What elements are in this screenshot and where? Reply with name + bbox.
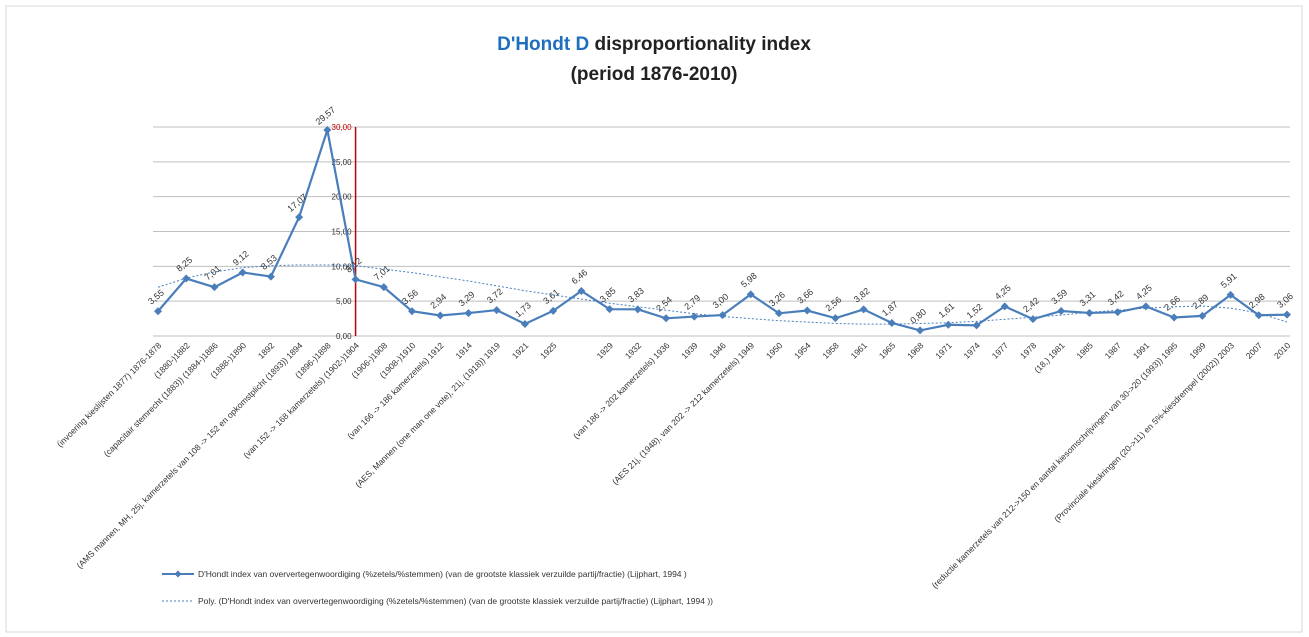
legend-marker <box>174 570 182 578</box>
marker <box>154 307 162 316</box>
marker <box>323 125 332 134</box>
marker <box>436 311 445 320</box>
marker <box>690 312 699 321</box>
marker <box>520 319 529 328</box>
marker <box>492 306 501 315</box>
marker <box>1198 311 1207 320</box>
marker <box>577 286 586 295</box>
marker <box>887 318 896 327</box>
marker <box>266 272 275 281</box>
title-main: disproportionality index <box>594 34 811 55</box>
marker <box>351 275 360 284</box>
marker <box>972 321 981 330</box>
marker <box>238 268 247 277</box>
marker <box>831 314 840 323</box>
marker <box>746 290 755 299</box>
chart-subtitle: (period 1876-2010) <box>571 64 738 85</box>
marker <box>774 309 783 318</box>
chart-title: D'Hondt D disproportionality index <box>497 34 811 55</box>
y-tick-label: 0,00 <box>336 332 352 341</box>
marker <box>605 305 614 314</box>
y-tick-label: 5,00 <box>336 297 352 306</box>
marker <box>464 309 473 318</box>
marker <box>379 283 388 292</box>
marker <box>408 307 417 316</box>
marker <box>1226 290 1235 299</box>
marker <box>944 320 953 329</box>
marker <box>1028 315 1037 324</box>
chart-frame <box>5 5 1303 633</box>
marker <box>662 314 671 323</box>
marker <box>1254 311 1263 320</box>
marker <box>1283 310 1291 319</box>
marker <box>633 305 642 314</box>
marker <box>1000 302 1009 311</box>
y-tick-label: 15,00 <box>332 228 353 237</box>
marker <box>916 326 925 335</box>
marker <box>1085 308 1094 317</box>
marker <box>295 213 304 222</box>
marker <box>549 306 558 315</box>
y-tick-label: 25,00 <box>332 158 353 167</box>
marker <box>859 305 868 314</box>
legend-label: D'Hondt index van oververtegenwoordiging… <box>198 569 687 579</box>
y-tick-label: 30,00 <box>332 123 353 132</box>
y-tick-label: 10,00 <box>332 262 353 271</box>
marker <box>1057 306 1066 315</box>
y-tick-label: 20,00 <box>332 193 353 202</box>
marker <box>803 306 812 315</box>
title-lead: D'Hondt D <box>497 34 589 55</box>
legend-label: Poly. (D'Hondt index van oververtegenwoo… <box>198 596 713 606</box>
marker <box>1170 313 1179 322</box>
marker <box>210 283 219 292</box>
